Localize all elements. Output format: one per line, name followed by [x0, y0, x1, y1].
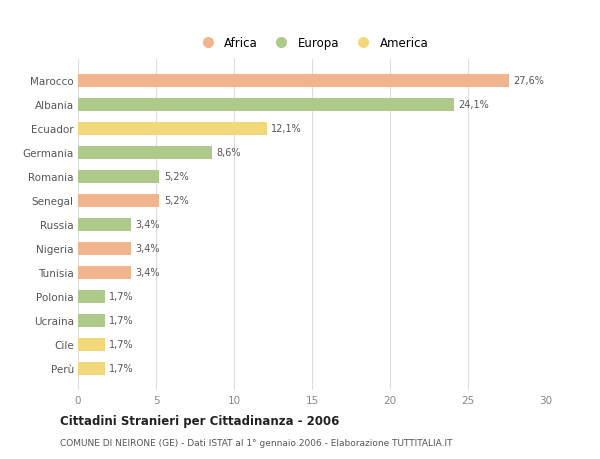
Bar [78, 123, 267, 136]
Bar [78, 99, 454, 112]
Bar [78, 242, 131, 255]
Text: 3,4%: 3,4% [136, 220, 160, 230]
Bar [78, 362, 104, 375]
Text: 1,7%: 1,7% [109, 364, 134, 374]
Bar [78, 146, 212, 160]
Text: COMUNE DI NEIRONE (GE) - Dati ISTAT al 1° gennaio 2006 - Elaborazione TUTTITALIA: COMUNE DI NEIRONE (GE) - Dati ISTAT al 1… [60, 438, 452, 447]
Bar [78, 290, 104, 303]
Text: 1,7%: 1,7% [109, 292, 134, 302]
Bar [78, 75, 509, 88]
Text: 24,1%: 24,1% [458, 100, 490, 110]
Text: 8,6%: 8,6% [217, 148, 241, 158]
Legend: Africa, Europa, America: Africa, Europa, America [191, 33, 433, 55]
Bar [78, 195, 159, 207]
Bar [78, 266, 131, 280]
Bar [78, 314, 104, 327]
Bar [78, 170, 159, 184]
Bar [78, 338, 104, 351]
Text: 5,2%: 5,2% [164, 196, 188, 206]
Text: 5,2%: 5,2% [164, 172, 188, 182]
Text: 3,4%: 3,4% [136, 268, 160, 278]
Text: 27,6%: 27,6% [513, 76, 544, 86]
Text: 1,7%: 1,7% [109, 340, 134, 350]
Text: 3,4%: 3,4% [136, 244, 160, 254]
Text: 12,1%: 12,1% [271, 124, 302, 134]
Text: Cittadini Stranieri per Cittadinanza - 2006: Cittadini Stranieri per Cittadinanza - 2… [60, 414, 340, 428]
Bar [78, 218, 131, 231]
Text: 1,7%: 1,7% [109, 316, 134, 325]
